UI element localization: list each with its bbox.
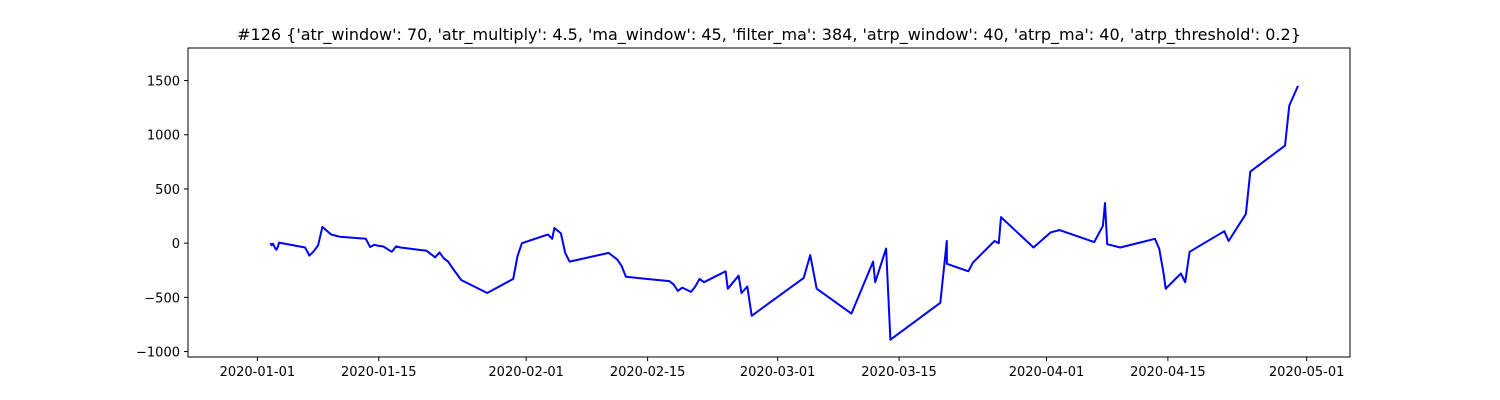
y-axis: −1000 −500 0 500 1000 1500 bbox=[136, 75, 188, 361]
y-tick-label: −500 bbox=[144, 291, 180, 306]
y-tick-label: 0 bbox=[172, 237, 180, 252]
y-tick-label: 1000 bbox=[147, 129, 180, 144]
x-tick-label: 2020-02-15 bbox=[610, 365, 686, 380]
y-tick-label: 1500 bbox=[147, 75, 180, 90]
x-tick-label: 2020-04-15 bbox=[1130, 365, 1206, 380]
x-axis: 2020-01-01 2020-01-15 2020-02-01 2020-02-15… bbox=[220, 357, 1345, 380]
y-tick-label: −1000 bbox=[136, 346, 180, 361]
x-tick-label: 2020-04-01 bbox=[1009, 365, 1085, 380]
series-line bbox=[269, 85, 1299, 341]
series-layer bbox=[269, 85, 1299, 341]
plot-frame bbox=[187, 47, 1351, 358]
x-tick-label: 2020-03-01 bbox=[740, 365, 816, 380]
x-tick-label: 2020-05-01 bbox=[1269, 365, 1345, 380]
x-tick-label: 2020-01-15 bbox=[341, 365, 417, 380]
chart-title: #126 {'atr_window': 70, 'atr_multiply': … bbox=[237, 25, 1301, 45]
x-tick-label: 2020-03-15 bbox=[861, 365, 937, 380]
x-tick-label: 2020-02-01 bbox=[488, 365, 564, 380]
x-tick-label: 2020-01-01 bbox=[220, 365, 296, 380]
y-tick-label: 500 bbox=[155, 183, 180, 198]
